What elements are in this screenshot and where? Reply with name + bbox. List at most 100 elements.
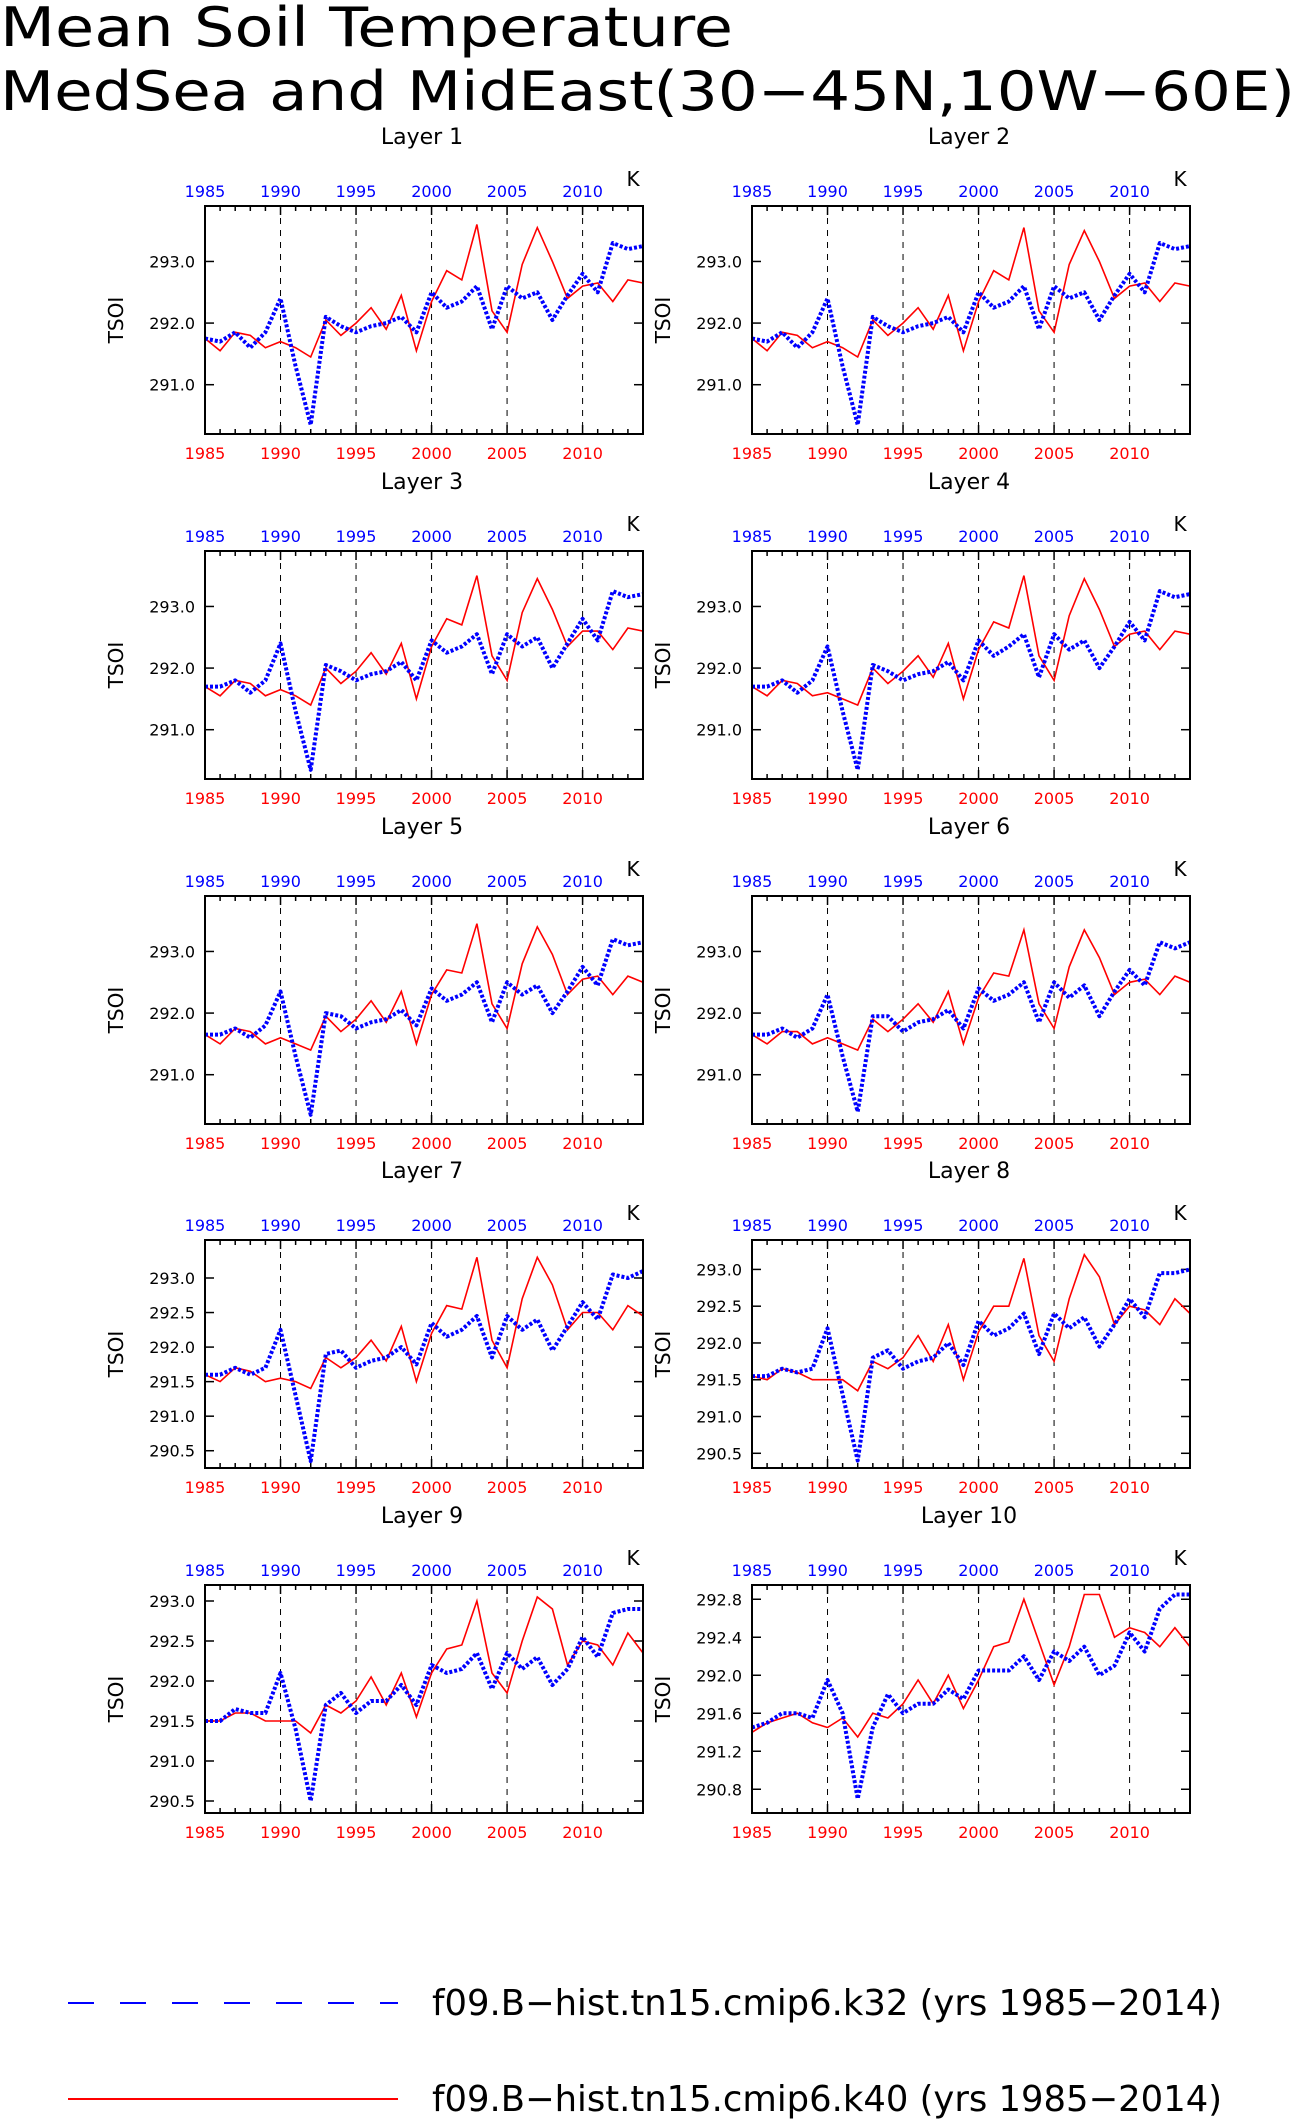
y-axis-label: TSOI xyxy=(651,642,675,690)
y-tick-label: 292.4 xyxy=(696,1628,742,1647)
figure-title-line-2: MedSea and MidEast(30−45N,10W−60E) xyxy=(0,60,1295,123)
x-tick-label-bottom: 1985 xyxy=(732,789,773,808)
y-axis-label: TSOI xyxy=(104,642,128,690)
x-tick-label-top: 2010 xyxy=(562,1216,603,1235)
y-tick-label: 292.0 xyxy=(149,659,195,678)
y-tick-label: 291.0 xyxy=(696,376,742,395)
x-tick-label-top: 1995 xyxy=(883,527,924,546)
y-tick-label: 292.8 xyxy=(696,1590,742,1609)
x-tick-label-top: 1990 xyxy=(807,527,848,546)
x-tick-label-top: 2000 xyxy=(411,182,452,201)
x-tick-label-bottom: 1995 xyxy=(336,789,377,808)
plot-frame xyxy=(204,550,644,780)
y-tick-label: 293.0 xyxy=(696,252,742,271)
plot-frame xyxy=(204,205,644,435)
y-tick-label: 291.0 xyxy=(149,721,195,740)
x-tick-label-bottom: 2010 xyxy=(562,1134,603,1153)
panel-layer-10: Layer 10 K TSOI 1985 1985 1990 1990 1995 1995 200… xyxy=(651,1504,1191,1842)
y-tick-label: 291.6 xyxy=(696,1704,742,1723)
units-label: K xyxy=(1173,512,1187,536)
y-tick-label: 293.0 xyxy=(149,1592,195,1611)
y-tick-label: 291.0 xyxy=(149,1066,195,1085)
plot-frame xyxy=(751,205,1191,435)
panel-title: Layer 5 xyxy=(381,815,463,840)
y-axis-label: TSOI xyxy=(104,1676,128,1724)
series-line-k32 xyxy=(205,1607,643,1803)
series-line-k32 xyxy=(752,1267,1191,1463)
x-tick-label-bottom: 2005 xyxy=(1034,789,1075,808)
x-tick-label-top: 1990 xyxy=(807,872,848,891)
x-tick-label-bottom: 2005 xyxy=(1034,1823,1075,1842)
x-tick-label-bottom: 1985 xyxy=(185,1823,226,1842)
y-tick-label: 292.0 xyxy=(149,1672,195,1691)
x-tick-label-bottom: 1990 xyxy=(260,444,301,463)
y-tick-label: 291.0 xyxy=(696,1066,742,1085)
x-tick-label-top: 2005 xyxy=(487,182,528,201)
x-tick-label-top: 2005 xyxy=(1034,872,1075,891)
x-tick-label-top: 2000 xyxy=(411,1216,452,1235)
x-tick-label-top: 2005 xyxy=(487,1561,528,1580)
x-tick-label-top: 1995 xyxy=(883,1216,924,1235)
x-tick-label-top: 1995 xyxy=(883,1561,924,1580)
x-tick-label-top: 2010 xyxy=(562,1561,603,1580)
panel-title: Layer 9 xyxy=(381,1504,463,1529)
x-tick-label-top: 1985 xyxy=(185,527,226,546)
y-axis-label: TSOI xyxy=(104,1331,128,1379)
legend-label-k40: f09.B−hist.tn15.cmip6.k40 (yrs 1985−2014… xyxy=(432,2079,1222,2119)
x-tick-label-bottom: 1985 xyxy=(185,1134,226,1153)
y-tick-label: 292.5 xyxy=(696,1297,742,1316)
y-tick-label: 291.5 xyxy=(696,1371,742,1390)
panel-title: Layer 8 xyxy=(928,1159,1010,1184)
units-label: K xyxy=(626,1201,640,1225)
units-label: K xyxy=(1173,1201,1187,1225)
y-tick-label: 293.0 xyxy=(149,252,195,271)
x-tick-label-bottom: 1990 xyxy=(807,1478,848,1497)
y-tick-label: 292.0 xyxy=(696,1334,742,1353)
x-tick-label-top: 2000 xyxy=(958,182,999,201)
y-axis-label: TSOI xyxy=(651,1676,675,1724)
x-tick-label-bottom: 1990 xyxy=(260,1134,301,1153)
x-tick-label-top: 1990 xyxy=(807,182,848,201)
units-label: K xyxy=(1173,857,1187,881)
panel-title: Layer 2 xyxy=(928,125,1010,150)
x-tick-label-bottom: 2010 xyxy=(1109,1823,1150,1842)
x-tick-label-bottom: 2005 xyxy=(487,444,528,463)
units-label: K xyxy=(1173,1546,1187,1570)
x-tick-label-bottom: 1995 xyxy=(883,789,924,808)
x-tick-label-bottom: 1985 xyxy=(185,444,226,463)
x-tick-label-bottom: 1990 xyxy=(260,789,301,808)
panel-layer-1: Layer 1 K TSOI 1985 1985 1990 1990 1995 1995 2000… xyxy=(104,125,644,463)
units-label: K xyxy=(626,857,640,881)
x-tick-label-bottom: 2000 xyxy=(411,1823,452,1842)
x-tick-label-top: 1990 xyxy=(260,872,301,891)
y-tick-label: 293.0 xyxy=(696,1260,742,1279)
x-tick-label-bottom: 1990 xyxy=(260,1823,301,1842)
series-line-k32 xyxy=(752,940,1191,1114)
units-label: K xyxy=(1173,167,1187,191)
x-tick-label-bottom: 1985 xyxy=(732,1134,773,1153)
x-tick-label-top: 2010 xyxy=(562,527,603,546)
x-tick-label-top: 1985 xyxy=(185,872,226,891)
x-tick-label-top: 2010 xyxy=(1109,182,1150,201)
y-tick-label: 292.0 xyxy=(149,1004,195,1023)
x-tick-label-bottom: 2000 xyxy=(958,1134,999,1153)
x-tick-label-bottom: 2010 xyxy=(1109,789,1150,808)
x-tick-label-top: 2000 xyxy=(411,527,452,546)
x-tick-label-top: 1985 xyxy=(185,1561,226,1580)
x-tick-label-bottom: 2010 xyxy=(562,1478,603,1497)
y-tick-label: 292.0 xyxy=(696,314,742,333)
y-tick-label: 292.0 xyxy=(696,1666,742,1685)
y-tick-label: 290.8 xyxy=(696,1780,742,1799)
series-line-k40 xyxy=(751,1593,1191,1739)
x-tick-label-bottom: 2005 xyxy=(487,1823,528,1842)
x-tick-label-top: 2010 xyxy=(562,182,603,201)
x-tick-label-bottom: 1990 xyxy=(807,789,848,808)
x-tick-label-top: 1990 xyxy=(260,527,301,546)
y-tick-label: 292.0 xyxy=(149,314,195,333)
x-tick-label-top: 1995 xyxy=(883,182,924,201)
x-tick-label-top: 2000 xyxy=(958,527,999,546)
x-tick-label-bottom: 1990 xyxy=(807,1134,848,1153)
y-tick-label: 291.5 xyxy=(149,1712,195,1731)
x-tick-label-top: 1990 xyxy=(260,1561,301,1580)
